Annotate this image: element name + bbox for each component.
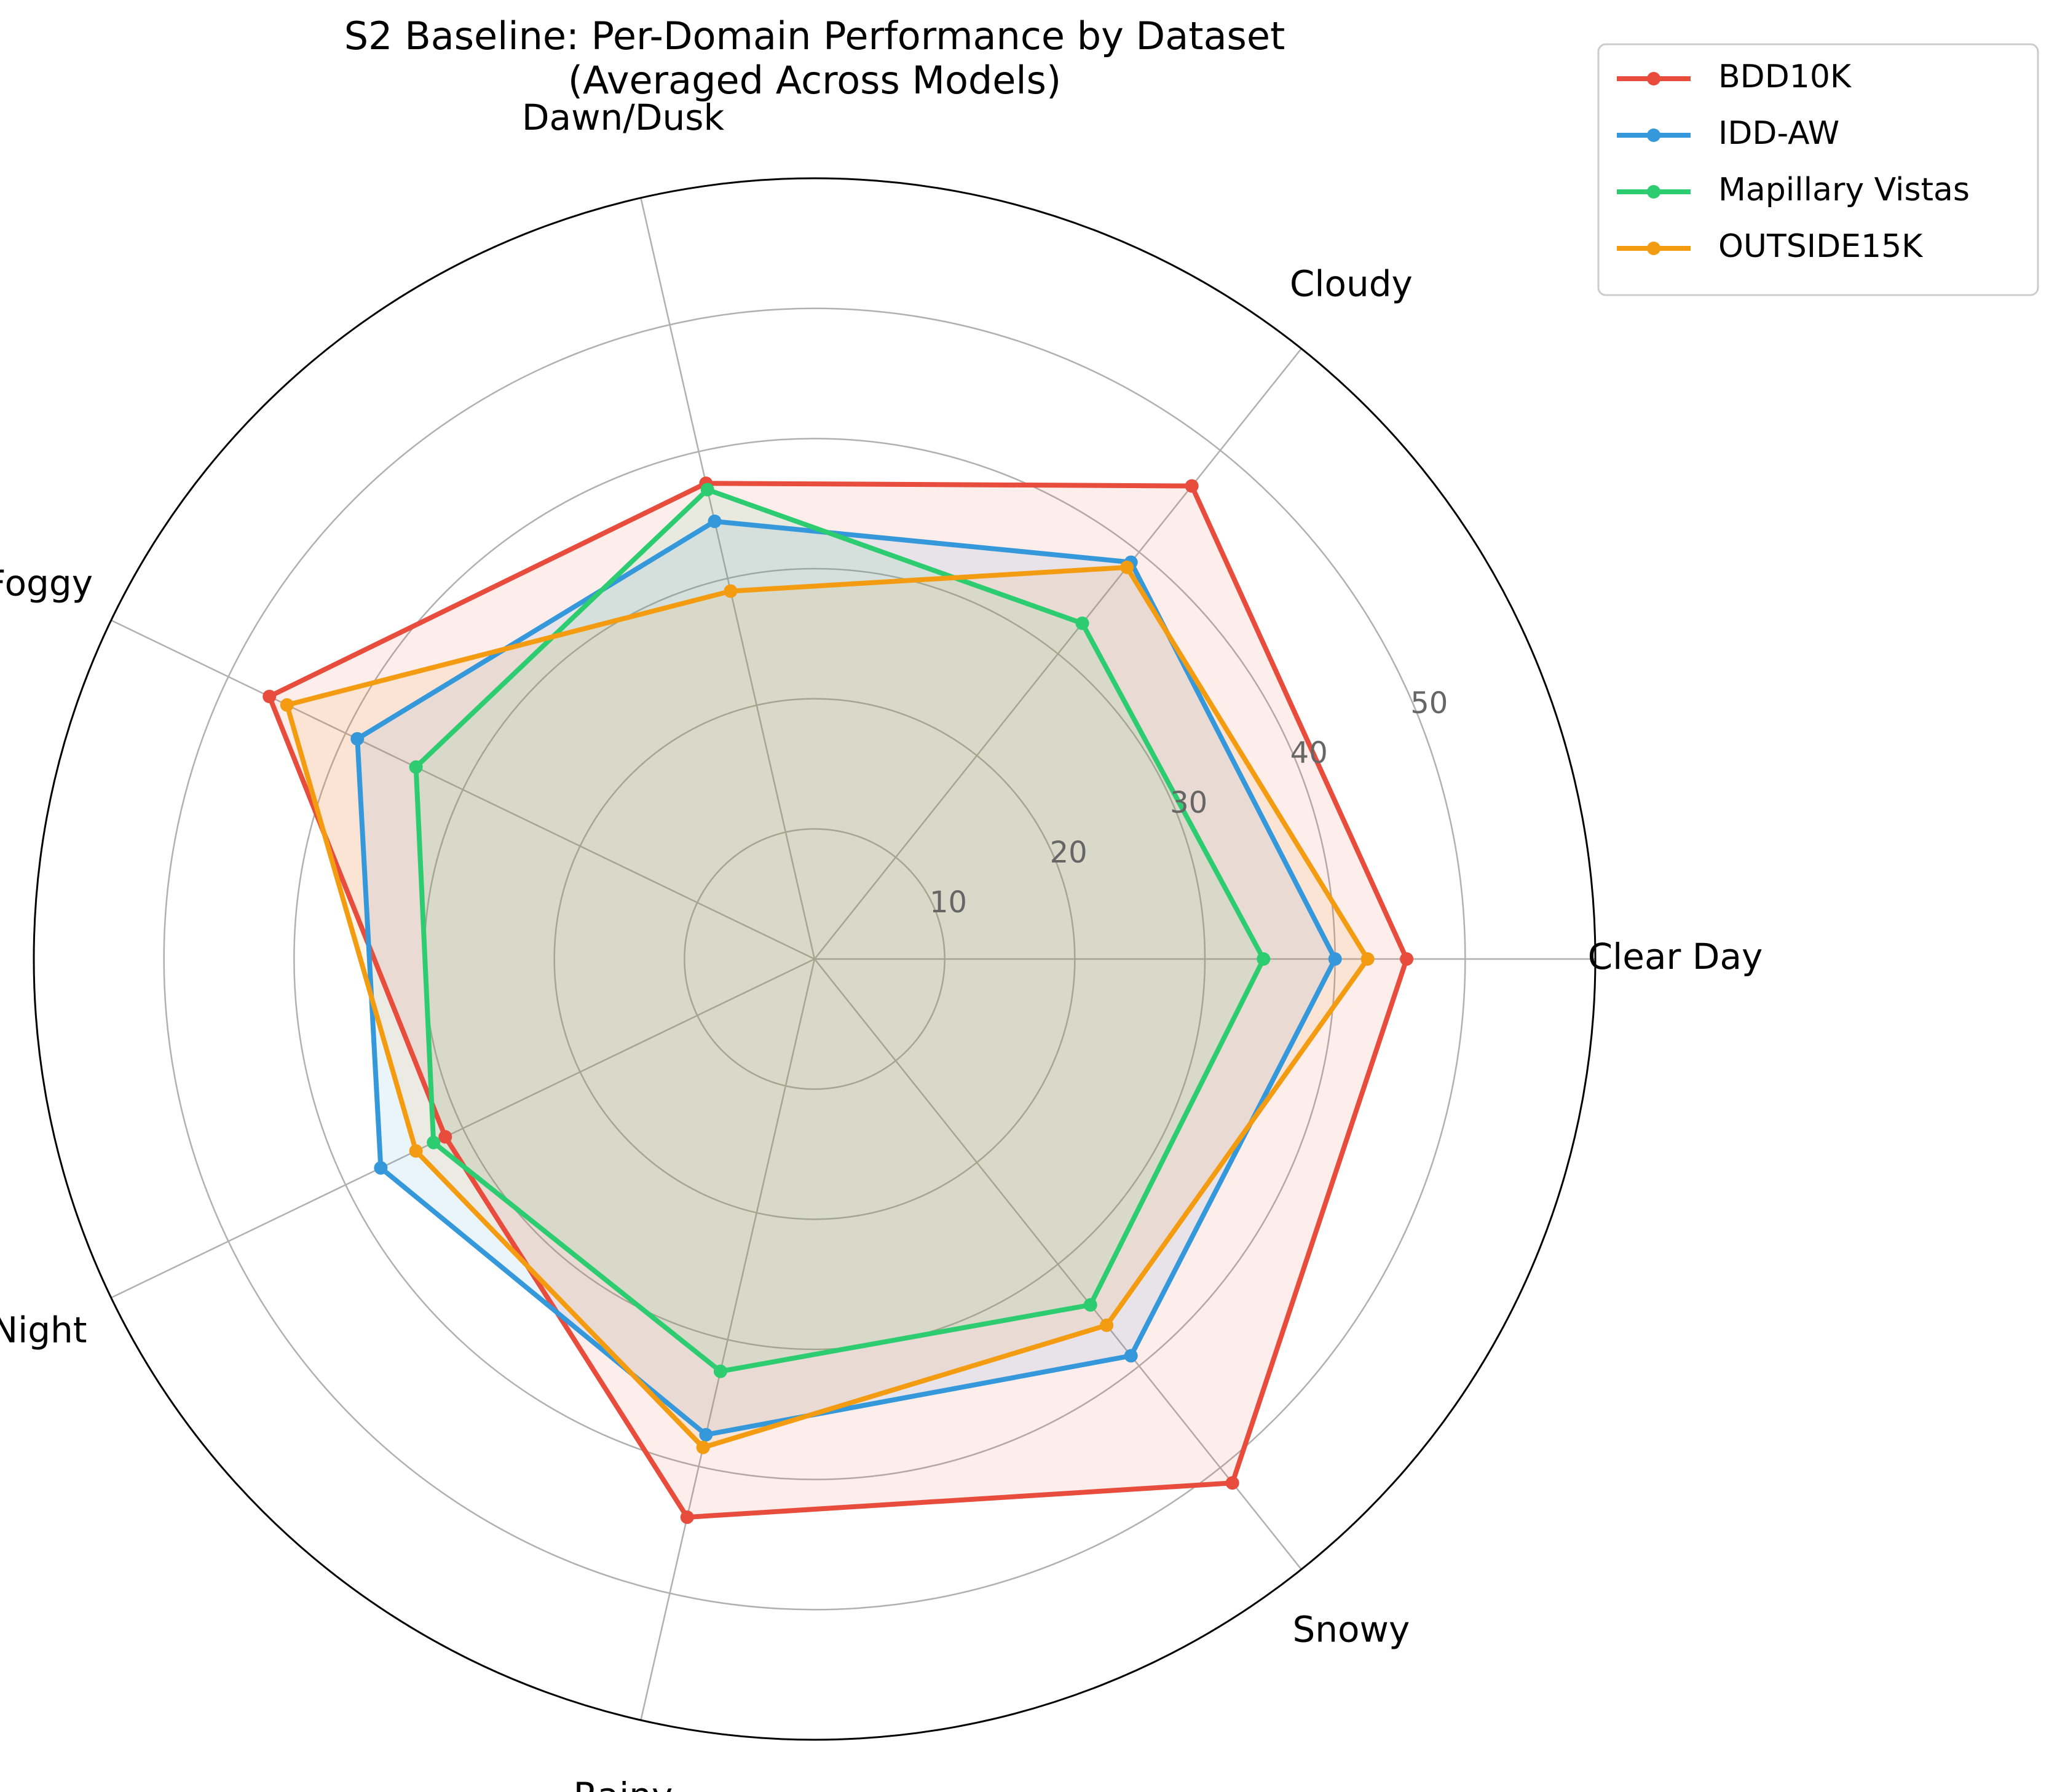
series-2-point-6 [1083, 1298, 1097, 1312]
tick-label-30: 30 [1170, 786, 1207, 820]
legend-label-1: IDD-AW [1718, 115, 1839, 152]
spoke-2 [640, 197, 816, 960]
series-lines [267, 481, 1410, 1520]
chart-title: S2 Baseline: Per-Domain Performance by D… [344, 14, 1285, 103]
legend-marker-2 [1647, 185, 1660, 199]
series-line-0 [267, 481, 1410, 1520]
category-label-2: Dawn/Dusk [522, 97, 725, 138]
series-1-point-3 [350, 732, 365, 746]
series-1-point-2 [708, 515, 722, 529]
series-fill-1 [357, 521, 1335, 1435]
tick-label-10: 10 [930, 885, 967, 920]
series-fill-3 [286, 567, 1368, 1448]
legend-label-0: BDD10K [1718, 58, 1852, 95]
series-fill-0 [269, 483, 1407, 1518]
spoke-5 [640, 958, 816, 1721]
series-1-point-5 [699, 1427, 713, 1442]
radial-tick-labels: 10 20 30 40 50 [930, 686, 1448, 920]
series-0-point-4 [438, 1130, 452, 1144]
spoke-3 [111, 619, 815, 960]
series-3-point-3 [280, 698, 294, 712]
series-2-point-3 [409, 760, 423, 774]
series-0-point-6 [1225, 1476, 1239, 1490]
category-label-3: Foggy [0, 562, 93, 604]
legend-label-3: OUTSIDE15K [1718, 228, 1924, 265]
legend-marker-1 [1647, 128, 1660, 142]
spoke-1 [814, 348, 1302, 960]
series-3-point-0 [1360, 952, 1375, 966]
spoke-6 [814, 958, 1302, 1570]
legend: BDD10K IDD-AW Mapillary Vistas OUTSIDE15K [1597, 43, 2039, 296]
series-3-point-1 [1120, 560, 1134, 574]
tick-label-20: 20 [1050, 835, 1088, 870]
series-2-point-4 [427, 1135, 441, 1150]
series-3-point-4 [409, 1144, 423, 1158]
legend-marker-0 [1647, 72, 1660, 85]
series-line-3 [284, 564, 1370, 1450]
spoke-4 [111, 958, 815, 1299]
series-0-point-3 [263, 689, 277, 703]
series-0-point-0 [1400, 952, 1414, 966]
series-3-point-6 [1100, 1318, 1114, 1332]
tick-label-50: 50 [1410, 686, 1448, 720]
series-line-2 [413, 487, 1266, 1374]
series-fill-2 [416, 489, 1264, 1372]
category-label-4: Night [0, 1309, 87, 1351]
series-1-point-0 [1328, 952, 1342, 966]
category-label-0: Clear Day [1588, 936, 1763, 977]
title-line-1: (Averaged Across Models) [568, 58, 1061, 103]
series-1-point-4 [374, 1161, 388, 1175]
category-label-1: Cloudy [1290, 263, 1413, 305]
series-points [263, 476, 1414, 1524]
series-2-point-2 [700, 483, 714, 497]
title-line-0: S2 Baseline: Per-Domain Performance by D… [344, 14, 1285, 58]
series-3-point-5 [696, 1440, 710, 1455]
legend-label-2: Mapillary Vistas [1718, 172, 1970, 208]
tick-label-40: 40 [1290, 736, 1328, 770]
series-line-1 [355, 519, 1338, 1437]
outer-circle [33, 177, 1597, 1741]
category-label-6: Snowy [1292, 1609, 1410, 1651]
series-0-point-5 [680, 1510, 694, 1524]
category-labels: Clear Day Cloudy Dawn/Dusk Foggy Night Rainy S… [0, 97, 1763, 1792]
legend-box [1597, 43, 2039, 296]
series-2-point-5 [713, 1364, 727, 1378]
category-label-5: Rainy [574, 1775, 673, 1792]
series-2-point-0 [1257, 952, 1271, 966]
series-0-point-1 [1185, 479, 1199, 493]
series-3-point-2 [724, 584, 738, 598]
series-fills [269, 483, 1407, 1518]
legend-marker-3 [1647, 242, 1660, 255]
series-2-point-1 [1075, 616, 1089, 630]
series-1-point-6 [1124, 1349, 1138, 1363]
